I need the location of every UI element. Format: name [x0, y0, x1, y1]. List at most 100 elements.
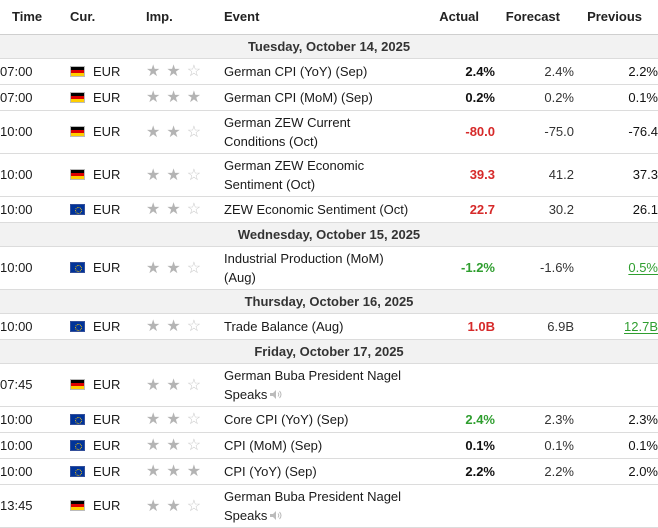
- event-row[interactable]: 13:45 EUR ★ ★ ☆ German Buba President Nagel S…: [0, 484, 658, 528]
- event-name-cell[interactable]: German CPI (MoM) (Sep): [224, 84, 411, 111]
- event-actual: 1.0B: [411, 313, 495, 340]
- event-name[interactable]: Trade Balance (Aug): [224, 318, 344, 334]
- currency-code: EUR: [93, 463, 121, 479]
- event-name-cell[interactable]: German CPI (YoY) (Sep): [224, 58, 411, 85]
- header-importance[interactable]: Imp.: [134, 0, 224, 35]
- event-name-cell[interactable]: German Buba President Nagel Speaks: [224, 484, 411, 528]
- header-event[interactable]: Event: [224, 0, 411, 35]
- event-previous: 2.3%: [574, 406, 658, 433]
- star-filled-icon: ★: [166, 318, 181, 335]
- eu-flag-icon: [70, 465, 85, 477]
- header-forecast[interactable]: Forecast: [495, 0, 574, 35]
- event-name[interactable]: German Buba President Nagel Speaks: [224, 367, 402, 402]
- star-filled-icon: ★: [166, 411, 181, 428]
- currency-code: EUR: [93, 377, 121, 392]
- date-row: Thursday, October 16, 2025: [0, 289, 658, 314]
- header-actual[interactable]: Actual: [411, 0, 495, 35]
- event-name-cell[interactable]: CPI (MoM) (Sep): [224, 432, 411, 459]
- event-name-cell[interactable]: ZEW Economic Sentiment (Oct): [224, 196, 411, 223]
- event-row[interactable]: 10:00 EUR ★ ★ ☆ Industrial Production (MoM) (…: [0, 246, 658, 290]
- star-empty-icon: ☆: [186, 437, 202, 454]
- event-name-cell[interactable]: Trade Balance (Aug): [224, 313, 411, 340]
- event-row[interactable]: 10:00 EUR ★ ★ ☆ Core CPI (YoY) (Sep) 2.4% 2.3% 2…: [0, 406, 658, 433]
- speaker-icon[interactable]: [269, 510, 282, 521]
- event-name[interactable]: German CPI (MoM) (Sep): [224, 89, 373, 105]
- event-time: 10:00: [0, 432, 70, 459]
- event-time: 07:00: [0, 58, 70, 85]
- eu-flag-icon: [70, 320, 85, 332]
- date-row: Friday, October 17, 2025: [0, 339, 658, 364]
- currency-code: EUR: [93, 318, 121, 334]
- header-time[interactable]: Time: [0, 0, 70, 35]
- event-time: 13:45: [0, 484, 70, 528]
- germany-flag-icon: [70, 169, 85, 180]
- speaker-icon[interactable]: [269, 389, 282, 400]
- event-name-cell[interactable]: CPI (YoY) (Sep): [224, 458, 411, 485]
- event-forecast: 2.4%: [495, 58, 574, 85]
- header-previous[interactable]: Previous: [574, 0, 658, 35]
- star-filled-icon: ★: [166, 259, 181, 277]
- event-name[interactable]: CPI (YoY) (Sep): [224, 463, 317, 479]
- date-label: Tuesday, October 14, 2025: [0, 34, 658, 59]
- star-filled-icon: ★: [146, 201, 161, 218]
- event-name[interactable]: German CPI (YoY) (Sep): [224, 63, 368, 79]
- event-name-cell[interactable]: Core CPI (YoY) (Sep): [224, 406, 411, 433]
- event-time: 10:00: [0, 196, 70, 223]
- star-filled-icon: ★: [146, 411, 161, 428]
- event-previous: 2.2%: [574, 58, 658, 85]
- event-currency: EUR: [70, 484, 134, 528]
- event-name[interactable]: German ZEW Current Conditions (Oct): [224, 114, 351, 149]
- event-row[interactable]: 10:00 EUR ★ ★ ☆ German ZEW Economic Sentiment…: [0, 153, 658, 197]
- event-name-cell[interactable]: German ZEW Current Conditions (Oct): [224, 110, 411, 154]
- event-currency: EUR: [70, 432, 134, 459]
- event-row[interactable]: 10:00 EUR ★ ★ ☆ CPI (MoM) (Sep) 0.1% 0.1% 0.1%: [0, 432, 658, 459]
- event-row[interactable]: 07:00 EUR ★ ★ ★ German CPI (MoM) (Sep) 0.2% 0.2…: [0, 84, 658, 111]
- event-row[interactable]: 10:00 EUR ★ ★ ★ CPI (YoY) (Sep) 2.2% 2.2% 2.0%: [0, 458, 658, 485]
- event-row[interactable]: 07:45 EUR ★ ★ ☆ German Buba President Nagel S…: [0, 363, 658, 407]
- event-name-cell[interactable]: Industrial Production (MoM) (Aug): [224, 246, 411, 290]
- event-actual: 0.2%: [411, 84, 495, 111]
- event-name[interactable]: Industrial Production (MoM) (Aug): [224, 250, 384, 285]
- event-name[interactable]: ZEW Economic Sentiment (Oct): [224, 201, 409, 217]
- date-row: Wednesday, October 15, 2025: [0, 222, 658, 247]
- eu-flag-icon: [70, 203, 85, 215]
- event-name[interactable]: German ZEW Economic Sentiment (Oct): [224, 157, 365, 192]
- event-name-cell[interactable]: German Buba President Nagel Speaks: [224, 363, 411, 407]
- previous-value: 26.1: [632, 201, 658, 217]
- event-previous: 26.1: [574, 196, 658, 223]
- star-filled-icon: ★: [166, 166, 181, 184]
- event-currency: EUR: [70, 458, 134, 485]
- event-forecast: [495, 363, 574, 407]
- event-name[interactable]: German Buba President Nagel Speaks: [224, 488, 402, 523]
- event-name[interactable]: CPI (MoM) (Sep): [224, 437, 323, 453]
- star-filled-icon: ★: [166, 201, 181, 218]
- event-previous: 37.3: [574, 153, 658, 197]
- date-label: Wednesday, October 15, 2025: [0, 222, 658, 247]
- event-actual: 2.2%: [411, 458, 495, 485]
- event-name[interactable]: Core CPI (YoY) (Sep): [224, 411, 349, 427]
- eu-flag-icon: [70, 262, 85, 273]
- star-empty-icon: ☆: [186, 201, 202, 218]
- event-importance: ★ ★ ☆: [134, 110, 224, 154]
- event-row[interactable]: 07:00 EUR ★ ★ ☆ German CPI (YoY) (Sep) 2.4% 2.4…: [0, 58, 658, 85]
- event-importance: ★ ★ ☆: [134, 406, 224, 433]
- header-currency[interactable]: Cur.: [70, 0, 134, 35]
- star-filled-icon: ★: [166, 123, 181, 141]
- star-filled-icon: ★: [146, 437, 161, 454]
- event-forecast: 41.2: [495, 153, 574, 197]
- event-row[interactable]: 10:00 EUR ★ ★ ☆ ZEW Economic Sentiment (Oct) 2…: [0, 196, 658, 223]
- currency-code: EUR: [93, 63, 121, 79]
- event-name-cell[interactable]: German ZEW Economic Sentiment (Oct): [224, 153, 411, 197]
- event-forecast: 0.1%: [495, 432, 574, 459]
- currency-code: EUR: [93, 124, 121, 139]
- star-filled-icon: ★: [146, 318, 161, 335]
- star-filled-icon: ★: [166, 89, 181, 106]
- event-row[interactable]: 10:00 EUR ★ ★ ☆ German ZEW Current Conditions…: [0, 110, 658, 154]
- event-importance: ★ ★ ☆: [134, 246, 224, 290]
- event-actual: 2.4%: [411, 406, 495, 433]
- event-importance: ★ ★ ☆: [134, 313, 224, 340]
- event-row[interactable]: 10:00 EUR ★ ★ ☆ Trade Balance (Aug) 1.0B 6.9B 12…: [0, 313, 658, 340]
- star-filled-icon: ★: [146, 123, 161, 141]
- event-actual: [411, 484, 495, 528]
